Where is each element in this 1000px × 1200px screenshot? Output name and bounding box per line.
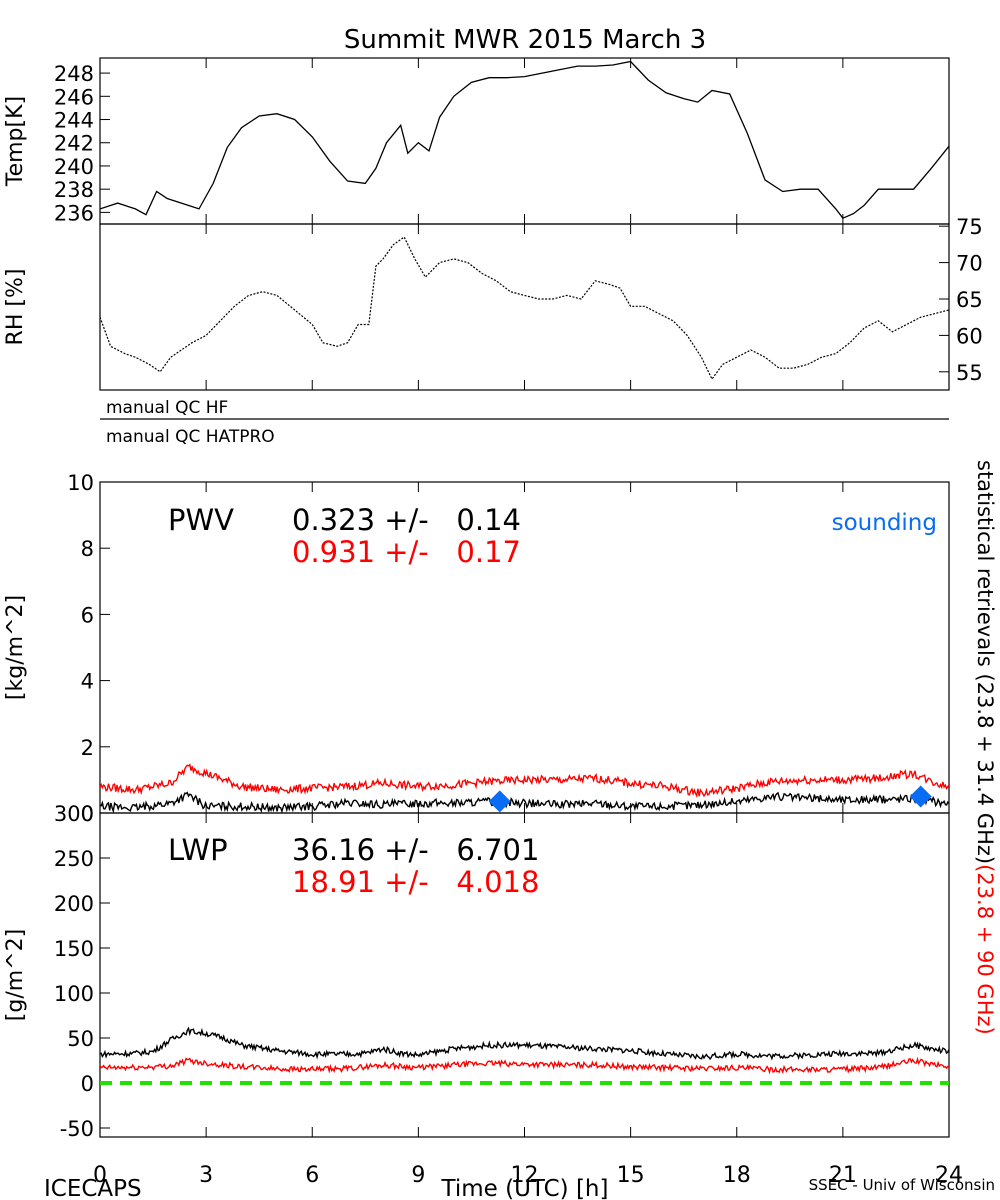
temp-y-tick-label: 238	[54, 178, 94, 202]
temp-series-black	[100, 60, 949, 219]
pwv-y-tick-label: 0	[81, 802, 94, 826]
temp-y-tick-label: 236	[54, 201, 94, 225]
x-tick-label: 12	[511, 1163, 539, 1188]
pwv-y-tick-label: 10	[67, 471, 94, 495]
side-label-black: statistical retrievals (23.8 + 31.4 GHz)	[973, 460, 997, 864]
temp-y-label: Temp[K]	[3, 96, 28, 187]
x-tick-label: 21	[829, 1163, 857, 1188]
lwp-panel: 0 3 6 9 12 15 18 21 24 -50 0 50 100 150 200 250 300 [g/m^…	[3, 802, 963, 1188]
side-label: statistical retrievals (23.8 + 31.4 GHz)…	[973, 460, 997, 1035]
sounding-marker	[909, 785, 932, 808]
sounding-legend: sounding	[832, 510, 937, 536]
rh-frame	[99, 223, 950, 391]
lwp-series-black	[100, 1026, 949, 1061]
footer-left: ICECAPS	[44, 1176, 142, 1200]
pwv-stat-black: 0.323 +/- 0.14	[292, 503, 521, 537]
rh-y-tick-label: 75	[956, 215, 983, 239]
rh-y-tick-label: 65	[956, 288, 983, 312]
qc-hatpro-label: manual QC HATPRO	[106, 427, 275, 447]
side-label-red: (23.8 + 90 GHz)	[973, 864, 997, 1035]
lwp-y-tick-label: 100	[54, 982, 94, 1006]
qc-hf-label: manual QC HF	[106, 398, 228, 418]
x-tick-label: 3	[199, 1163, 213, 1188]
pwv-y-tick-label: 8	[81, 537, 94, 561]
rh-series-black	[100, 236, 949, 381]
x-tick-label: 6	[305, 1163, 319, 1188]
lwp-label: LWP	[168, 833, 228, 867]
rh-y-label: RH [%]	[3, 269, 28, 346]
pwv-series-red	[100, 763, 949, 799]
x-tick-label: 15	[617, 1163, 645, 1188]
temp-frame	[99, 57, 950, 225]
pwv-series-black	[100, 791, 949, 813]
footer-right: SSEC - Univ of Wisconsin	[809, 1176, 995, 1194]
lwp-y-tick-label: 300	[54, 802, 94, 826]
temp-y-tick-label: 242	[54, 132, 94, 156]
rh-y-tick-label: 55	[956, 361, 983, 385]
lwp-stat-red: 18.91 +/- 4.018	[292, 865, 539, 899]
lwp-series-red	[100, 1056, 949, 1075]
pwv-stat-red: 0.931 +/- 0.17	[292, 535, 521, 569]
pwv-label: PWV	[168, 503, 234, 537]
x-tick-label: 9	[411, 1163, 425, 1188]
pwv-y-tick-label: 6	[81, 603, 94, 627]
pwv-y-tick-label: 4	[81, 670, 94, 694]
lwp-y-tick-label: 200	[54, 892, 94, 916]
x-tick-label: 18	[723, 1163, 751, 1188]
lwp-stat-black: 36.16 +/- 6.701	[292, 833, 539, 867]
x-tick-label: 0	[93, 1163, 107, 1188]
chart-title: Summit MWR 2015 March 3	[344, 25, 706, 55]
temp-y-tick-label: 248	[54, 62, 94, 86]
rh-panel: 55 60 65 70 75 RH [%]	[3, 215, 983, 391]
lwp-y-tick-label: 250	[54, 847, 94, 871]
sounding-marker	[488, 790, 511, 813]
lwp-y-tick-label: 0	[81, 1072, 94, 1096]
x-tick-label: 24	[935, 1163, 963, 1188]
lwp-y-tick-label: 150	[54, 937, 94, 961]
temp-y-tick-label: 244	[54, 109, 94, 133]
pwv-y-label: [kg/m^2]	[3, 595, 28, 700]
lwp-y-tick-label: 50	[67, 1027, 94, 1051]
qc-bars: manual QC HF manual QC HATPRO	[100, 398, 949, 447]
temp-y-tick-label: 246	[54, 85, 94, 109]
lwp-y-tick-label: -50	[60, 1117, 94, 1141]
pwv-y-tick-label: 2	[81, 736, 94, 760]
pwv-panel: 0 2 4 6 8 10 [kg/m^2] PWV 0.323 +/- 0.140.931 +/…	[3, 471, 950, 826]
temp-y-tick-label: 240	[54, 155, 94, 179]
lwp-y-label: [g/m^2]	[3, 929, 28, 1021]
chart-panels: 236238240242244246248Temp[K]5560657075RH…	[3, 57, 983, 1188]
x-axis-label: Time (UTC) [h]	[441, 1176, 609, 1200]
rh-y-tick-label: 70	[956, 252, 983, 276]
rh-y-tick-label: 60	[956, 324, 983, 348]
